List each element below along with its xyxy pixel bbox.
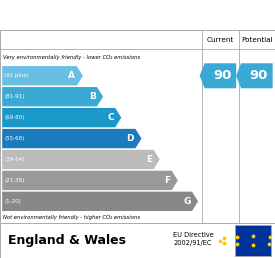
Text: G: G	[183, 197, 191, 206]
Text: EU Directive
2002/91/EC: EU Directive 2002/91/EC	[173, 232, 214, 246]
Text: 90: 90	[213, 69, 232, 82]
Text: E: E	[146, 155, 152, 164]
Bar	[235, 225, 271, 256]
Polygon shape	[2, 192, 198, 211]
Text: (21-38): (21-38)	[4, 178, 24, 183]
Polygon shape	[2, 66, 83, 85]
Text: (55-68): (55-68)	[4, 136, 24, 141]
Text: 90: 90	[250, 69, 268, 82]
Text: (69-80): (69-80)	[4, 115, 24, 120]
Text: Potential: Potential	[241, 37, 273, 43]
Text: B: B	[89, 92, 96, 101]
Polygon shape	[200, 63, 236, 88]
Polygon shape	[2, 129, 141, 148]
Text: Not environmentally friendly - higher CO₂ emissions: Not environmentally friendly - higher CO…	[3, 215, 140, 220]
Polygon shape	[236, 63, 273, 88]
Text: Current: Current	[207, 37, 234, 43]
Text: A: A	[68, 71, 75, 80]
Text: C: C	[107, 113, 114, 122]
Polygon shape	[2, 87, 103, 106]
Text: (1-20): (1-20)	[4, 199, 21, 204]
Text: D: D	[126, 134, 134, 143]
Text: Very environmentally friendly - lower CO₂ emissions: Very environmentally friendly - lower CO…	[3, 55, 140, 60]
Text: England & Wales: England & Wales	[8, 234, 126, 247]
Polygon shape	[2, 150, 160, 169]
Polygon shape	[2, 108, 121, 127]
Text: (39-54): (39-54)	[4, 157, 24, 162]
Text: F: F	[164, 176, 170, 185]
Text: (81-91): (81-91)	[4, 94, 24, 99]
Polygon shape	[2, 171, 178, 190]
Text: (92 plus): (92 plus)	[4, 73, 29, 78]
Text: Environmental Impact (CO₂) Rating: Environmental Impact (CO₂) Rating	[24, 10, 251, 20]
